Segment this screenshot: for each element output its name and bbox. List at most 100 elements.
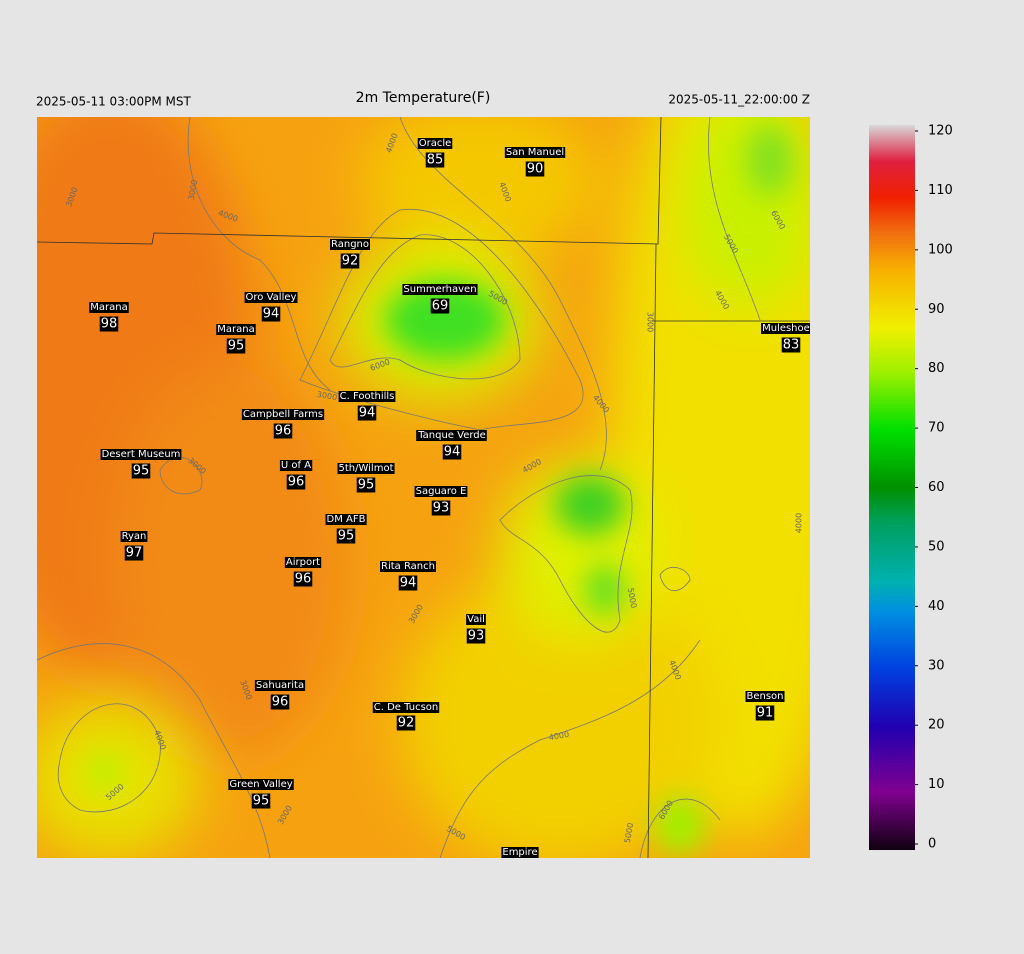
station-name: Ryan [122, 531, 147, 542]
station: Saguaro E 93 [414, 486, 468, 516]
colorbar-tick-label: 70 [928, 421, 945, 436]
station-name: Empire [502, 847, 537, 858]
station-name-bg [216, 324, 256, 335]
station: 5th/Wilmot 95 [337, 463, 395, 493]
station-name-bg [244, 292, 298, 303]
station: Sahuarita 96 [254, 680, 306, 710]
colorbar-tick-label: 90 [928, 302, 945, 317]
station-name: U of A [281, 460, 311, 471]
colorbar-tick-label: 0 [928, 837, 936, 852]
station: Summerhaven 69 [402, 284, 478, 314]
contour-label: 3000 [187, 179, 199, 201]
station-name-bg [89, 302, 129, 313]
station-name: Rita Ranch [381, 561, 435, 572]
contour-label: 3000 [646, 312, 655, 332]
station-temp: 83 [783, 338, 800, 353]
station-temp: 97 [126, 546, 143, 561]
station-name-bg [504, 147, 566, 158]
station-name: Vail [467, 614, 485, 625]
station-temp: 94 [400, 576, 417, 591]
station-name: Airport [286, 557, 320, 568]
station: Rita Ranch 94 [380, 561, 436, 591]
station-temp-bg [340, 253, 360, 269]
station-temp-bg [396, 715, 416, 731]
station: Marana 98 [89, 302, 129, 332]
map-title: 2m Temperature(F) [356, 90, 491, 106]
station-name: 5th/Wilmot [339, 463, 394, 474]
station: DM AFB 95 [325, 514, 367, 544]
station-temp-bg [357, 405, 377, 421]
contour-label: 5000 [623, 822, 635, 844]
station-name: Sahuarita [256, 680, 304, 691]
station: Airport 96 [284, 557, 322, 587]
station: C. De Tucson 92 [372, 702, 440, 731]
station-temp-bg [270, 694, 290, 710]
station-temp-bg [430, 298, 450, 314]
station-name-bg [466, 614, 486, 625]
station-temp: 92 [342, 254, 359, 269]
colorbar-tick-label: 10 [928, 777, 945, 792]
colorbar-tick-label: 30 [928, 658, 945, 673]
station-temp-bg [755, 705, 775, 721]
station: Vail 93 [466, 614, 486, 644]
station-temp: 96 [288, 475, 305, 490]
station-name: DM AFB [327, 514, 366, 525]
colorbar-tick-label: 100 [928, 242, 953, 257]
station-temp-bg [131, 463, 151, 479]
contour-label: 3000 [316, 390, 338, 402]
colorbar-tick-label: 40 [928, 599, 945, 614]
station-temp: 91 [757, 706, 774, 721]
station-name: Desert Museum [102, 449, 181, 460]
station: U of A 96 [279, 460, 313, 490]
station: Marana 95 [216, 324, 256, 354]
station-name: Marana [90, 302, 127, 313]
station-temp: 94 [444, 445, 461, 460]
station-name-bg [241, 409, 325, 420]
station: Empire [501, 847, 539, 858]
station-temp: 93 [468, 629, 485, 644]
station-name: Oro Valley [246, 292, 297, 303]
station-temp: 69 [432, 299, 449, 314]
station-name-bg [100, 449, 182, 460]
station-name: Rangno [331, 239, 369, 250]
station-name-bg [228, 779, 294, 790]
station-name-bg [120, 531, 148, 542]
temperature-field: 3000 300040004000400050006000300030004000… [37, 117, 820, 858]
valid-time-local: 2025-05-11 03:00PM MST [36, 95, 192, 109]
colorbar-tick-label: 20 [928, 718, 945, 733]
station-name-bg [372, 702, 440, 713]
station-name-bg [254, 680, 306, 691]
station: Desert Museum 95 [100, 449, 182, 479]
station-temp-bg [99, 316, 119, 332]
station-name: Oracle [419, 138, 452, 149]
station-name: Marana [217, 324, 254, 335]
station-temp-bg [251, 793, 271, 809]
station-name: C. Foothills [340, 391, 395, 402]
station-temp-bg [286, 474, 306, 490]
station-temp: 96 [275, 424, 292, 439]
station-temp-bg [431, 500, 451, 516]
station: Oracle 85 [417, 138, 453, 168]
station-name: Campbell Farms [243, 409, 323, 420]
station-temp: 93 [433, 501, 450, 516]
station-temp-bg [226, 338, 246, 354]
colorbar [869, 125, 915, 850]
station-name: Tanque Verde [417, 430, 486, 441]
station-temp: 95 [228, 339, 245, 354]
colorbar-tick-label: 80 [928, 361, 945, 376]
station-temp-bg [525, 161, 545, 177]
station-name: San Manuel [506, 147, 564, 158]
station-temp: 85 [427, 153, 444, 168]
station-temp: 92 [398, 716, 415, 731]
station-name-bg [417, 138, 453, 149]
station-name: Muleshoe R [762, 323, 820, 334]
station-name: Summerhaven [403, 284, 476, 295]
station-temp: 94 [263, 307, 280, 322]
station: Campbell Farms 96 [241, 409, 325, 439]
station-temp-bg [781, 337, 801, 353]
county-boundaries [37, 117, 810, 858]
station: Muleshoe R 83 [761, 323, 820, 353]
station-temp-bg [261, 306, 281, 322]
station-temp: 90 [527, 162, 544, 177]
